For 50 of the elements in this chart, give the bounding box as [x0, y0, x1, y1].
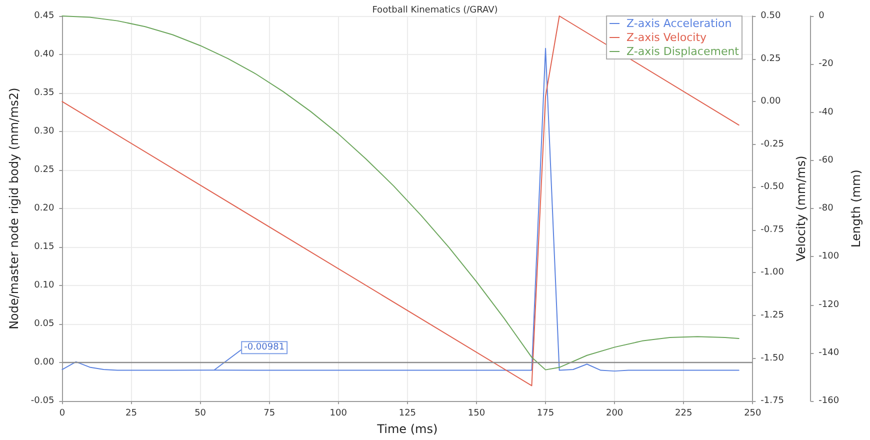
- y2-tick-label: 0.25: [760, 54, 781, 64]
- y3-tick-label: -160: [818, 396, 840, 406]
- y2-tick-label: -1.25: [760, 310, 784, 321]
- x-axis-title: Time (ms): [376, 422, 438, 436]
- y3-tick-label: -20: [818, 59, 834, 70]
- y3-tick-label: -80: [818, 204, 834, 214]
- y-tick-label: -0.05: [30, 396, 54, 406]
- x-tick-label: 0: [59, 408, 66, 419]
- y3-tick-label: -140: [818, 348, 840, 358]
- y2-tick-label: -0.50: [760, 182, 784, 192]
- x-tick-label: 250: [744, 408, 762, 419]
- y2-tick-label: -1.50: [760, 353, 784, 364]
- y2-tick-label: 0.00: [760, 96, 781, 107]
- legend-label: Z-axis Displacement: [626, 45, 740, 58]
- chart-title: Football Kinematics (/GRAV): [372, 6, 498, 16]
- x-tick-label: 50: [194, 408, 206, 419]
- y-tick-label: 0.25: [34, 165, 54, 176]
- y-tick-label: 0.10: [34, 280, 54, 291]
- y-tick-label: 0.20: [34, 204, 54, 214]
- legend-label: Z-axis Acceleration: [626, 17, 732, 30]
- y2-tick-label: -1.75: [760, 396, 784, 406]
- y-axis-title: Node/master node rigid body (mm/ms2): [7, 88, 21, 330]
- y3-tick-label: -120: [818, 300, 840, 310]
- x-tick-label: 150: [468, 408, 486, 419]
- annotation: -0.00981: [244, 342, 285, 353]
- x-tick-label: 75: [264, 408, 276, 419]
- x-tick-label: 225: [675, 408, 692, 419]
- x-tick-label: 175: [536, 408, 554, 419]
- y3-tick-label: -100: [818, 252, 840, 262]
- y2-tick-label: 0.50: [760, 11, 781, 21]
- x-tick-label: 200: [606, 408, 624, 419]
- y-tick-label: 0.30: [34, 126, 54, 137]
- y3-tick-label: 0: [818, 11, 825, 21]
- legend-label: Z-axis Velocity: [626, 31, 708, 44]
- y2-tick-label: -0.75: [760, 224, 784, 235]
- y-tick-label: 0.40: [34, 50, 54, 60]
- x-tick-label: 125: [398, 408, 416, 419]
- y-tick-label: 0.15: [34, 242, 54, 252]
- y-tick-label: 0.35: [34, 88, 54, 98]
- y3-axis-title: Length (mm): [849, 170, 863, 248]
- y2-axis-title: Velocity (mm/ms): [794, 156, 808, 262]
- y-tick-label: 0.05: [34, 319, 54, 330]
- x-tick-label: 100: [330, 408, 348, 419]
- y3-tick-label: -40: [818, 107, 834, 118]
- y3-tick-label: -60: [818, 155, 834, 166]
- y-tick-label: 0.45: [34, 11, 54, 21]
- y2-tick-label: -1.00: [760, 268, 784, 278]
- x-tick-label: 25: [126, 408, 137, 419]
- y-tick-label: 0.00: [34, 358, 54, 368]
- y2-tick-label: -0.25: [760, 139, 784, 150]
